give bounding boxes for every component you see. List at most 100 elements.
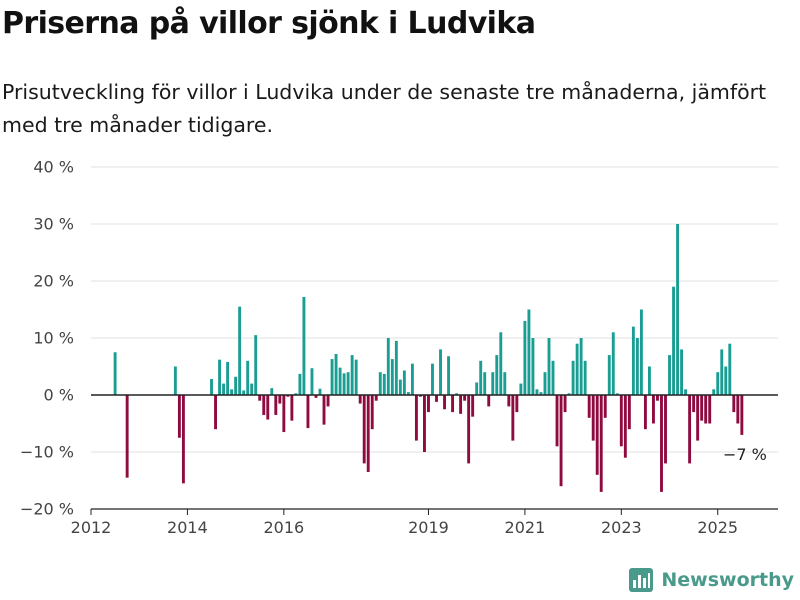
bar <box>563 395 567 413</box>
bar <box>238 306 242 395</box>
bar <box>575 343 579 395</box>
bar <box>587 395 591 418</box>
brand-logo: Newsworthy <box>629 568 794 592</box>
bar <box>664 395 667 464</box>
x-tick-label: 2019 <box>408 518 449 537</box>
chart-title: Priserna på villor sjönk i Ludvika <box>2 6 536 41</box>
bar <box>278 395 282 404</box>
bar <box>398 379 402 395</box>
bar <box>306 395 310 429</box>
bar <box>435 395 438 402</box>
bar <box>660 395 663 492</box>
y-tick-label: 30 % <box>33 215 74 234</box>
bar <box>298 373 302 395</box>
x-tick-label: 2016 <box>263 518 304 537</box>
bar <box>173 366 177 395</box>
bar <box>611 332 615 395</box>
bar <box>647 366 651 395</box>
bar <box>639 309 643 395</box>
bar <box>322 395 326 425</box>
bar <box>314 395 318 398</box>
x-tick-label: 2014 <box>167 518 208 537</box>
bar <box>210 379 213 395</box>
bar <box>262 395 266 415</box>
bar <box>310 368 314 395</box>
x-tick-label: 2023 <box>601 518 642 537</box>
bar <box>483 372 487 395</box>
bar <box>242 390 246 395</box>
grid-lines <box>91 166 778 453</box>
bar <box>656 395 659 401</box>
bar <box>254 335 258 395</box>
bar <box>688 395 692 464</box>
bar <box>567 393 571 395</box>
bar <box>266 395 270 420</box>
bar <box>704 395 708 424</box>
bar <box>414 395 418 441</box>
bar <box>487 395 491 407</box>
bar <box>250 383 254 395</box>
bar <box>418 395 422 397</box>
bar <box>571 360 575 395</box>
chart-subtitle: Prisutveckling för villor i Ludvika unde… <box>2 80 767 137</box>
bar <box>374 395 378 401</box>
bar <box>515 395 519 413</box>
bar <box>700 395 704 421</box>
bar <box>439 349 442 395</box>
bar <box>125 395 129 478</box>
x-axis: 2012 2014 2016 2019 2021 2023 2025 <box>71 394 778 537</box>
y-tick-label: −20 % <box>20 500 74 519</box>
bar <box>475 382 479 395</box>
bar <box>619 395 623 447</box>
bar <box>652 395 655 424</box>
bar <box>226 361 230 395</box>
bar <box>222 383 226 395</box>
bar <box>607 355 611 395</box>
bar <box>382 373 386 395</box>
y-tick-label: 10 % <box>33 329 74 348</box>
bar <box>326 395 330 407</box>
bar <box>230 389 234 395</box>
bar <box>519 383 523 395</box>
bar <box>447 356 451 395</box>
bar <box>402 370 406 395</box>
bar <box>503 372 507 395</box>
bar <box>290 395 294 421</box>
bar <box>282 395 286 433</box>
bar <box>527 309 531 395</box>
y-axis-tick-labels: 40 % 30 % 20 % 10 % 0 % −10 % −20 % <box>20 158 74 519</box>
bar <box>378 372 382 395</box>
bar <box>603 395 607 418</box>
bar <box>736 395 740 424</box>
bar <box>692 395 696 413</box>
bar <box>427 395 430 413</box>
bar <box>495 355 499 395</box>
x-tick-label: 2021 <box>505 518 546 537</box>
bar <box>595 395 599 475</box>
bar <box>543 372 547 395</box>
bar <box>270 388 274 395</box>
bar <box>535 389 539 395</box>
bar <box>615 393 619 395</box>
bar <box>177 395 181 438</box>
bar <box>366 395 370 472</box>
bar <box>732 395 736 413</box>
bar <box>712 389 716 395</box>
bar <box>390 359 394 395</box>
x-tick-label: 2012 <box>71 518 112 537</box>
bar <box>724 366 728 395</box>
bar <box>463 395 467 401</box>
bar <box>696 395 700 441</box>
latest-value-label: −7 % <box>723 445 767 464</box>
bar <box>406 392 410 395</box>
bar <box>443 395 446 410</box>
bar <box>579 338 583 395</box>
bar <box>455 393 459 395</box>
bar <box>358 395 362 404</box>
bar <box>410 363 414 395</box>
bar <box>531 338 535 395</box>
bar <box>459 395 463 414</box>
bar <box>716 372 720 395</box>
bar <box>334 353 338 395</box>
